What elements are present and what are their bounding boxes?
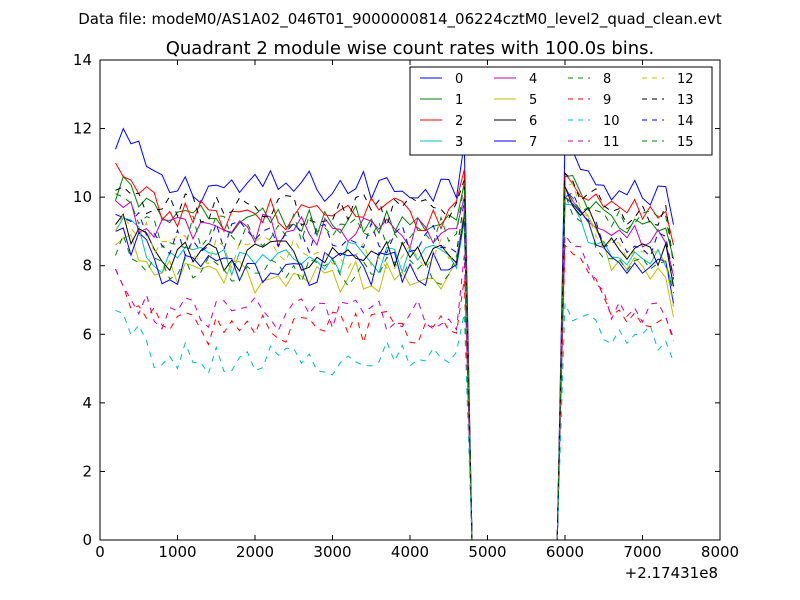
x-tick-label: 8000: [701, 543, 739, 561]
legend-label-3: 3: [455, 135, 463, 150]
series-line-6: [115, 186, 674, 541]
x-tick-label: 5000: [468, 543, 506, 561]
x-tick-label: 7000: [623, 543, 661, 561]
y-tick-label: 14: [73, 51, 92, 69]
series-line-8: [115, 193, 674, 541]
legend-label-7: 7: [529, 135, 537, 150]
legend-label-9: 9: [603, 93, 611, 108]
legend-label-1: 1: [455, 93, 463, 108]
legend-label-2: 2: [455, 114, 463, 129]
series-line-2: [115, 162, 674, 541]
y-tick-label: 12: [73, 120, 92, 138]
legend-label-14: 14: [677, 114, 694, 129]
plot-area-frame: [99, 59, 721, 541]
series-line-0: [115, 127, 674, 541]
legend-label-13: 13: [677, 93, 694, 108]
legend-label-11: 11: [603, 135, 620, 150]
legend-label-5: 5: [529, 93, 537, 108]
figure-suptitle: Data file: modeM0/AS1A02_046T01_90000008…: [78, 10, 722, 29]
x-tick-label: 1000: [158, 543, 196, 561]
plot-lines: [115, 127, 674, 541]
y-tick-label: 2: [82, 462, 92, 480]
x-tick-label: 6000: [546, 543, 584, 561]
series-line-7: [115, 196, 674, 541]
series-line-15: [115, 183, 674, 541]
x-tick-label: 0: [95, 543, 105, 561]
legend-label-8: 8: [603, 72, 611, 87]
x-axis-offset-label: +2.17431e8: [625, 564, 718, 582]
series-line-3: [115, 203, 674, 541]
series-line-9: [115, 243, 674, 541]
series-line-13: [115, 171, 674, 541]
series-line-12: [115, 182, 674, 541]
legend-frame: [409, 66, 713, 156]
y-tick-label: 8: [82, 257, 92, 275]
series-line-11: [115, 233, 674, 541]
x-tick-label: 3000: [313, 543, 351, 561]
series-line-14: [115, 192, 674, 541]
series-line-1: [115, 174, 674, 541]
y-tick-label: 4: [82, 394, 92, 412]
x-tick-label: 2000: [236, 543, 274, 561]
series-line-10: [115, 303, 674, 541]
y-tick-label: 6: [82, 325, 92, 343]
legend-label-15: 15: [677, 135, 694, 150]
y-tick-label: 0: [82, 531, 92, 549]
legend-label-0: 0: [455, 72, 463, 87]
y-tick-label: 10: [73, 188, 92, 206]
legend-label-12: 12: [677, 72, 694, 87]
x-tick-label: 4000: [391, 543, 429, 561]
series-line-5: [115, 196, 674, 541]
legend-label-6: 6: [529, 114, 537, 129]
legend-label-4: 4: [529, 72, 537, 87]
legend-label-10: 10: [603, 114, 620, 129]
chart-title: Quadrant 2 module wise count rates with …: [166, 38, 655, 59]
axis-ticks: 0 1000 2000 3000 4000 5000 6000 7000 80000246810…: [73, 51, 739, 561]
